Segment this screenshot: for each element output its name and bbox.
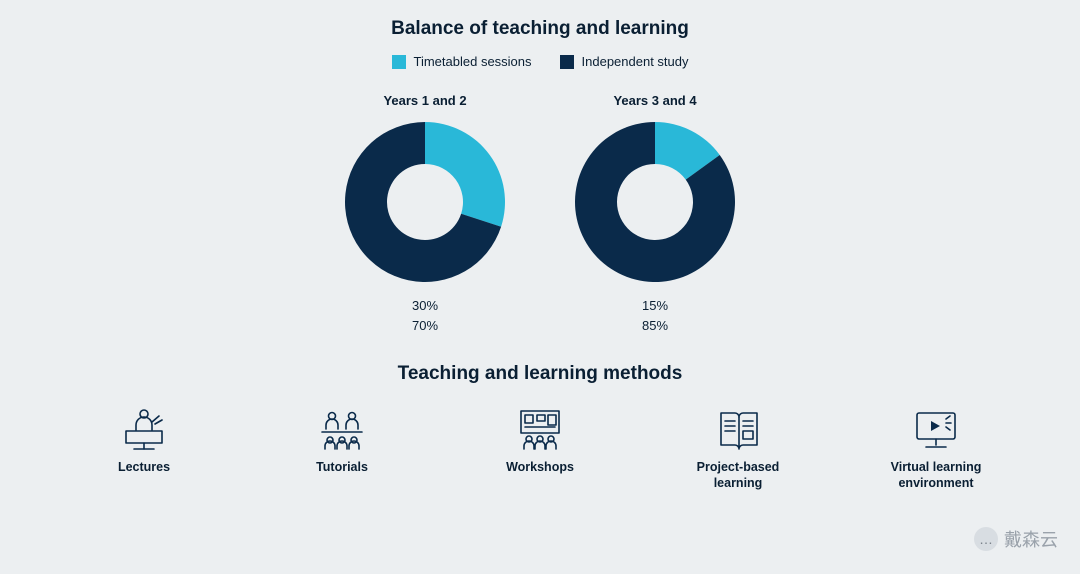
legend-item-timetabled: Timetabled sessions bbox=[392, 54, 532, 69]
method-workshops: Workshops bbox=[480, 407, 600, 492]
methods-row: Lectures Tutorials Workshops Proje bbox=[0, 407, 1080, 492]
legend-label: Timetabled sessions bbox=[414, 54, 532, 69]
method-label: Tutorials bbox=[316, 459, 368, 475]
legend-label: Independent study bbox=[582, 54, 689, 69]
donut-chart bbox=[575, 122, 735, 282]
methods-title: Teaching and learning methods bbox=[0, 363, 1080, 385]
watermark: … 戴森云 bbox=[974, 526, 1058, 552]
legend-swatch bbox=[560, 55, 574, 69]
charts-row: Years 1 and 2 30% 70% Years 3 and 4 15% … bbox=[0, 93, 1080, 335]
workshops-icon bbox=[515, 407, 565, 451]
chart-years-1-2: Years 1 and 2 30% 70% bbox=[345, 93, 505, 335]
methods-section: Teaching and learning methods Lectures T… bbox=[0, 363, 1080, 492]
method-label: Virtual learning environment bbox=[876, 459, 996, 492]
method-label: Project-based learning bbox=[678, 459, 798, 492]
chart-values: 15% 85% bbox=[642, 296, 668, 335]
method-lectures: Lectures bbox=[84, 407, 204, 492]
watermark-text: 戴森云 bbox=[1004, 526, 1058, 552]
project-icon bbox=[713, 407, 763, 451]
method-label: Lectures bbox=[118, 459, 170, 475]
method-virtual: Virtual learning environment bbox=[876, 407, 996, 492]
balance-title: Balance of teaching and learning bbox=[0, 18, 1080, 40]
balance-legend: Timetabled sessions Independent study bbox=[0, 54, 1080, 69]
legend-swatch bbox=[392, 55, 406, 69]
virtual-icon bbox=[911, 407, 961, 451]
balance-section: Balance of teaching and learning Timetab… bbox=[0, 0, 1080, 335]
method-project: Project-based learning bbox=[678, 407, 798, 492]
donut-chart bbox=[345, 122, 505, 282]
lectures-icon bbox=[119, 407, 169, 451]
chart-value-line: 85% bbox=[642, 316, 668, 336]
chart-values: 30% 70% bbox=[412, 296, 438, 335]
tutorials-icon bbox=[317, 407, 367, 451]
chart-value-line: 70% bbox=[412, 316, 438, 336]
wechat-icon: … bbox=[974, 527, 998, 551]
chart-value-line: 30% bbox=[412, 296, 438, 316]
chart-label: Years 3 and 4 bbox=[613, 93, 696, 108]
chart-label: Years 1 and 2 bbox=[383, 93, 466, 108]
chart-years-3-4: Years 3 and 4 15% 85% bbox=[575, 93, 735, 335]
method-label: Workshops bbox=[506, 459, 574, 475]
method-tutorials: Tutorials bbox=[282, 407, 402, 492]
legend-item-independent: Independent study bbox=[560, 54, 689, 69]
chart-value-line: 15% bbox=[642, 296, 668, 316]
